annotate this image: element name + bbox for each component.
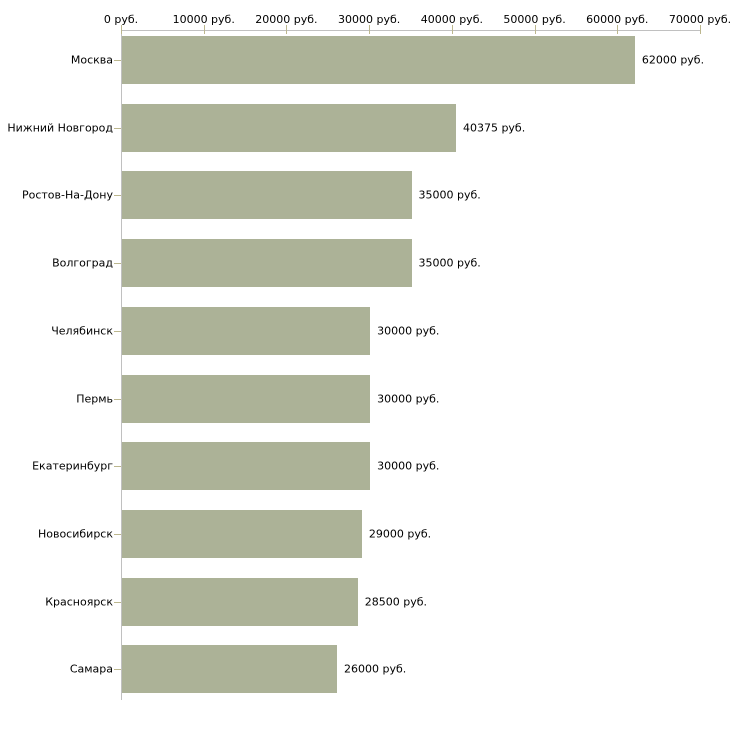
category-tick-mark: [114, 398, 121, 400]
bar: [122, 239, 412, 288]
value-label: 30000 руб.: [377, 392, 440, 405]
category-label: Новосибирск: [37, 527, 113, 541]
category-tick-mark: [114, 127, 121, 129]
x-tick-label: 70000 руб.: [668, 13, 730, 26]
value-label: 29000 руб.: [368, 527, 432, 541]
category-tick-mark: [114, 263, 121, 265]
value-label: 30000 руб.: [377, 459, 440, 473]
bar: [122, 103, 456, 152]
category-tick-mark: [114, 330, 121, 332]
category-label: Самара: [69, 662, 113, 676]
y-axis-line: [121, 30, 122, 700]
category-tick-mark: [114, 195, 121, 197]
bar: [122, 171, 412, 220]
x-tick-label: 20000 руб.: [255, 13, 318, 26]
value-label: 28500 руб.: [364, 595, 427, 609]
category-label: Москва: [70, 53, 113, 67]
bar: [122, 645, 338, 694]
x-tick-label: 0 руб.: [103, 13, 139, 26]
x-tick-mark: [617, 25, 619, 34]
x-tick-mark: [286, 25, 288, 34]
x-tick-mark: [451, 25, 453, 34]
category-tick-mark: [114, 533, 121, 535]
x-tick-label: 40000 руб.: [420, 13, 483, 26]
x-tick-mark: [369, 25, 371, 34]
value-label: 30000 руб.: [377, 324, 440, 338]
category-label: Челябинск: [51, 324, 113, 338]
x-axis-line: [121, 30, 700, 31]
category-label: Екатеринбург: [32, 459, 113, 473]
category-tick-mark: [114, 601, 121, 603]
category-label: Нижний Новгород: [7, 121, 113, 135]
bar: [122, 442, 371, 491]
bar: [122, 374, 371, 423]
x-tick-mark: [534, 25, 536, 34]
x-tick-label: 50000 руб.: [503, 13, 566, 26]
bar: [122, 577, 358, 626]
x-tick-mark: [700, 25, 701, 34]
bar: [122, 36, 635, 84]
category-label: Волгоград: [52, 256, 113, 270]
category-label: Ростов-На-Дону: [21, 188, 113, 202]
x-tick-label: 10000 руб.: [172, 13, 235, 26]
x-tick-mark: [203, 25, 205, 34]
bar: [122, 306, 371, 355]
category-label: Красноярск: [45, 595, 113, 609]
x-tick-label: 30000 руб.: [338, 13, 401, 26]
value-label: 35000 руб.: [418, 256, 481, 270]
category-tick-mark: [114, 466, 121, 468]
category-tick-mark: [114, 669, 121, 671]
value-label: 40375 руб.: [462, 121, 526, 135]
category-tick-mark: [114, 60, 121, 61]
value-label: 26000 руб.: [344, 662, 407, 676]
x-tick-mark: [121, 25, 122, 34]
category-label: Пермь: [76, 392, 113, 405]
value-label: 62000 руб.: [641, 53, 705, 67]
value-label: 35000 руб.: [418, 188, 481, 202]
x-tick-label: 60000 руб.: [586, 13, 649, 26]
bar: [122, 509, 362, 558]
